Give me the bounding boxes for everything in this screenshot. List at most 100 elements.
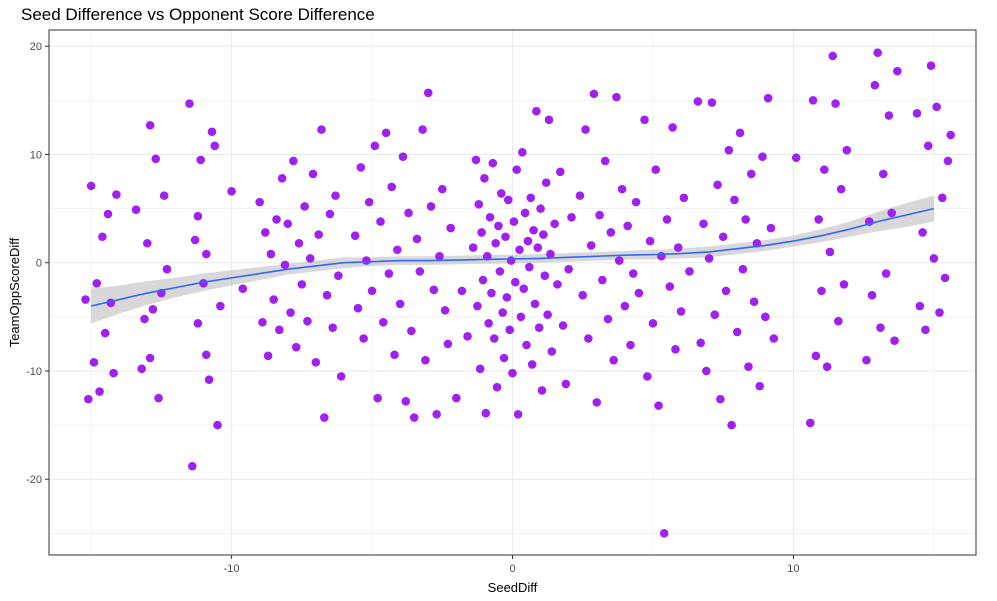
data-point	[81, 295, 90, 304]
data-point	[145, 353, 155, 363]
data-point	[867, 290, 877, 300]
data-point	[749, 297, 759, 307]
data-point	[100, 328, 110, 338]
data-point	[359, 334, 368, 343]
data-point	[727, 420, 736, 430]
data-point	[600, 156, 610, 166]
data-point	[322, 290, 332, 300]
data-point	[870, 80, 880, 90]
data-point	[805, 418, 815, 428]
data-point	[393, 245, 402, 255]
data-point	[263, 351, 273, 361]
data-point	[381, 128, 391, 138]
data-point	[937, 193, 947, 203]
data-point	[923, 141, 933, 151]
data-point	[825, 247, 835, 257]
data-point	[305, 254, 315, 263]
data-point	[505, 325, 514, 335]
data-point	[484, 319, 493, 328]
data-point	[266, 249, 276, 259]
data-point	[724, 145, 734, 155]
data-point	[716, 394, 725, 404]
data-point	[710, 310, 720, 319]
data-point	[890, 336, 899, 345]
data-point	[532, 106, 541, 116]
data-point	[515, 245, 524, 255]
data-point	[575, 191, 585, 200]
grid-lines	[49, 30, 976, 555]
data-point	[713, 180, 722, 190]
data-point	[659, 529, 669, 538]
data-point	[145, 120, 155, 130]
data-point	[440, 306, 450, 315]
data-point	[912, 109, 922, 118]
data-point	[508, 368, 517, 378]
chart-title: Seed Difference vs Opponent Score Differ…	[21, 5, 375, 24]
data-point	[204, 375, 214, 384]
smooth-curve	[90, 207, 935, 307]
data-point	[628, 269, 638, 278]
data-point	[831, 99, 840, 108]
data-point	[471, 155, 481, 165]
data-point	[207, 127, 217, 137]
data-point	[527, 360, 537, 369]
data-point	[685, 267, 694, 276]
data-point	[702, 366, 711, 376]
data-point	[193, 211, 203, 221]
data-point	[526, 193, 536, 203]
data-point	[429, 285, 439, 295]
data-point	[480, 173, 489, 183]
y-axis-title: TeamOppScoreDiff	[7, 237, 22, 347]
data-point	[495, 267, 505, 276]
data-point	[617, 184, 627, 194]
data-point	[331, 191, 340, 200]
data-point	[631, 197, 641, 207]
data-point	[143, 238, 152, 248]
data-point	[758, 152, 767, 161]
data-point	[317, 125, 326, 134]
data-point	[401, 396, 411, 406]
axis-ticks: -10 0 10 -20 -10 0 10 20	[26, 41, 799, 575]
data-point	[498, 308, 507, 317]
data-point	[537, 386, 547, 395]
y-tick-label: -20	[26, 474, 42, 486]
data-point	[662, 215, 672, 224]
data-point	[213, 420, 222, 430]
data-point	[283, 219, 293, 229]
data-point	[679, 193, 689, 203]
data-point	[499, 353, 509, 363]
data-point	[732, 327, 742, 337]
data-point	[485, 212, 495, 222]
data-point	[488, 158, 498, 168]
y-tick-label: -10	[26, 366, 42, 378]
data-point	[893, 66, 902, 76]
data-point	[648, 319, 658, 328]
data-point	[187, 461, 197, 471]
data-points	[81, 48, 956, 538]
data-point	[707, 98, 717, 107]
y-tick-label: 10	[30, 149, 42, 161]
data-point	[598, 275, 607, 285]
data-point	[280, 260, 290, 270]
data-point	[623, 221, 632, 231]
data-point	[373, 393, 382, 403]
data-point	[418, 125, 427, 134]
data-point	[395, 299, 405, 309]
data-point	[595, 210, 604, 220]
data-point	[523, 236, 533, 246]
data-point	[516, 312, 526, 322]
data-point	[421, 355, 430, 365]
data-point	[718, 232, 728, 242]
data-point	[258, 317, 267, 327]
data-point	[494, 221, 503, 231]
data-point	[432, 409, 441, 419]
data-point	[534, 323, 544, 332]
data-point	[502, 293, 512, 302]
data-point	[589, 89, 599, 99]
data-point	[763, 93, 773, 103]
data-point	[300, 202, 309, 211]
data-point	[103, 209, 113, 219]
data-point	[530, 299, 540, 309]
data-point	[154, 393, 163, 403]
data-point	[584, 334, 593, 343]
